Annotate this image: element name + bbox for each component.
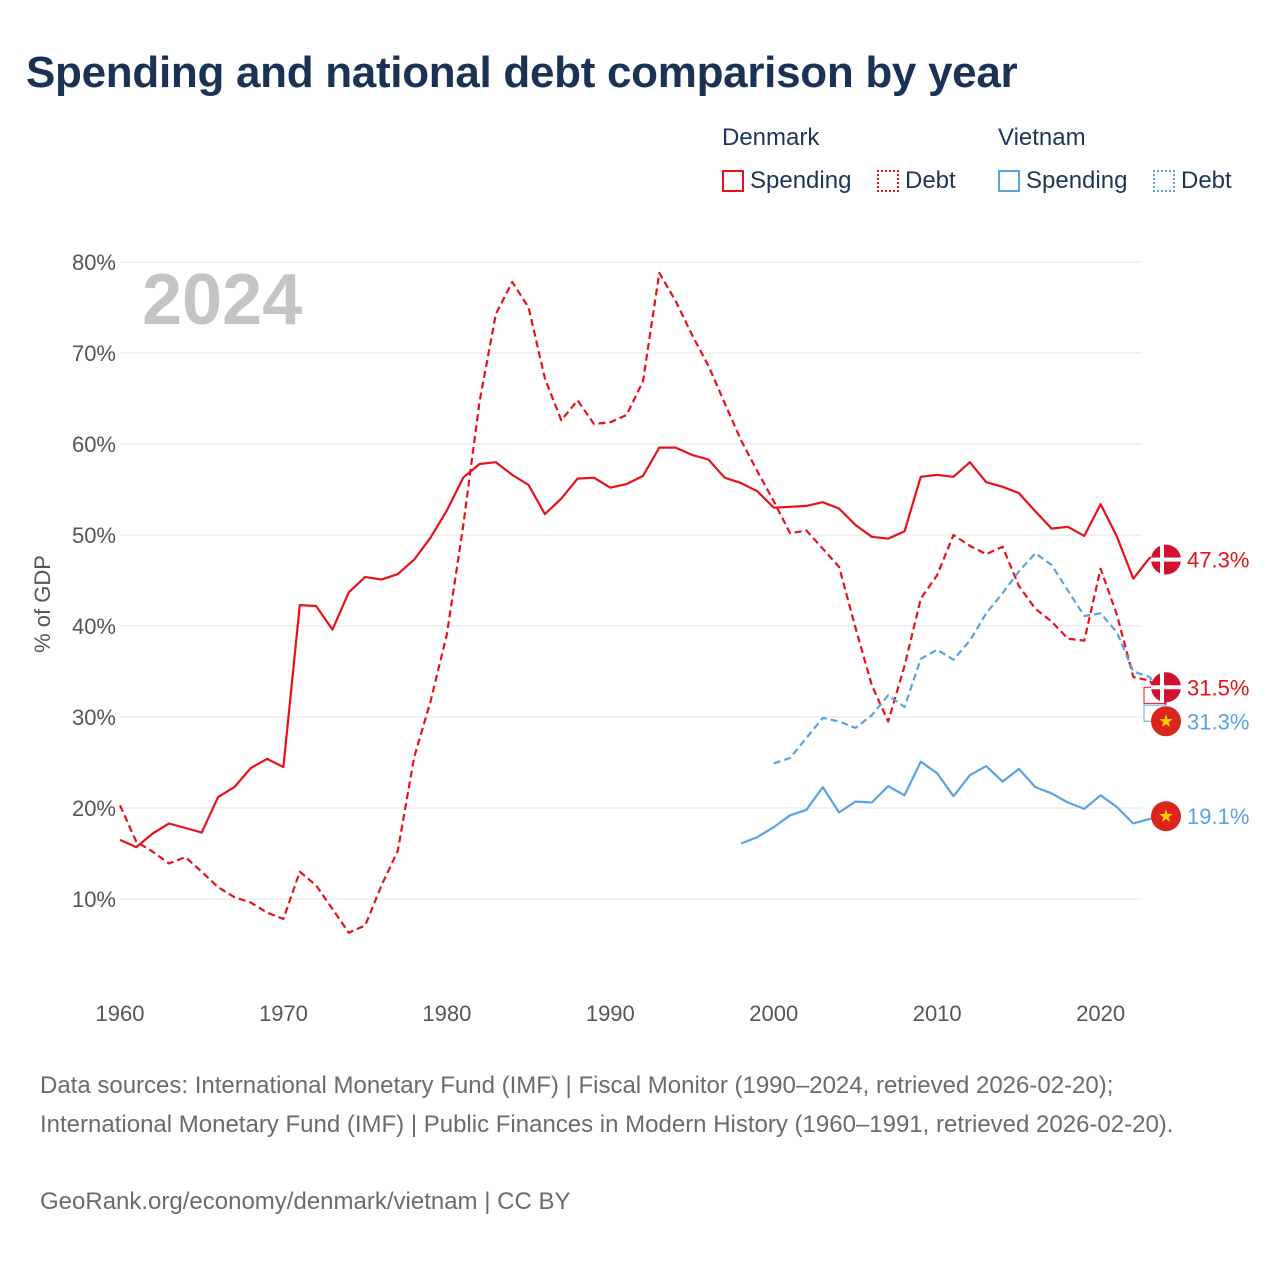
x-tick-label: 1980	[422, 1001, 471, 1026]
y-axis-ticks: 10% 20% 30% 40% 50% 60% 70% 80%	[72, 250, 116, 912]
y-tick-label: 30%	[72, 705, 116, 730]
grid-lines	[120, 261, 1142, 900]
legend-label: Debt	[905, 167, 956, 194]
year-watermark: 2024	[142, 260, 302, 340]
legend-label: Spending	[750, 167, 852, 194]
x-tick-label: 1970	[259, 1001, 308, 1026]
data-sources: Data sources: International Monetary Fun…	[40, 1072, 1174, 1138]
denmark-flag-icon	[1151, 672, 1181, 703]
x-tick-label: 2020	[1076, 1001, 1125, 1026]
legend-item-denmark-debt[interactable]: Debt	[877, 166, 956, 196]
leader-line	[1143, 686, 1166, 704]
denmark-flag-icon	[1151, 544, 1181, 575]
legend-label: Debt	[1181, 167, 1232, 194]
end-value-label: 19.1%	[1187, 804, 1249, 829]
x-tick-label: 2010	[913, 1001, 962, 1026]
x-tick-label: 1990	[586, 1001, 635, 1026]
legend-item-vietnam-spending[interactable]: Spending	[998, 166, 1127, 196]
series-line-denmark-debt	[118, 271, 1167, 934]
legend-item-vietnam-debt[interactable]: Debt	[1153, 166, 1232, 196]
end-label-denmark-spending: 47.3%	[1151, 544, 1249, 575]
y-tick-label: 60%	[72, 432, 116, 457]
legend-item-denmark-spending[interactable]: Spending	[722, 166, 851, 196]
legend-swatch-solid-icon	[722, 170, 744, 192]
y-tick-label: 40%	[72, 614, 116, 639]
legend-swatch-dashed-icon	[877, 170, 899, 192]
end-label-denmark-debt: 31.5%	[1143, 672, 1249, 704]
y-tick-label: 70%	[72, 341, 116, 366]
end-label-vietnam-debt: 31.3%	[1143, 704, 1249, 737]
vietnam-flag-icon	[1151, 801, 1181, 832]
end-value-label: 31.5%	[1187, 675, 1249, 700]
legend-swatch-dashed-icon	[1153, 170, 1175, 192]
page-title: Spending and national debt comparison by…	[26, 48, 1018, 97]
credit-link[interactable]: GeoRank.org/economy/denmark/vietnam | CC…	[40, 1188, 571, 1215]
y-tick-label: 80%	[72, 250, 116, 275]
x-axis-ticks: 1960 1970 1980 1990 2000 2010 2020	[96, 1001, 1126, 1026]
legend-group-denmark: Denmark	[722, 124, 820, 151]
series-line-vietnam-spending	[740, 760, 1167, 845]
line-chart: 2024 10%20%30%40%50%60%70%80% 1960 1970 19…	[30, 250, 1249, 1026]
y-tick-label: 50%	[72, 523, 116, 548]
x-tick-label: 1960	[96, 1001, 145, 1026]
series-line-vietnam-debt	[773, 552, 1167, 765]
end-label-vietnam-spending: 19.1%	[1151, 801, 1249, 832]
end-value-label: 31.3%	[1187, 709, 1249, 734]
legend-label: Spending	[1026, 167, 1128, 194]
series-line-denmark-spending	[119, 446, 1167, 849]
legend-group-vietnam: Vietnam	[998, 124, 1086, 151]
end-labels: 47.3% 31.5% 19.1% 31.3%	[1143, 544, 1249, 832]
end-value-label: 47.3%	[1187, 548, 1249, 573]
y-axis-label: % of GDP	[30, 555, 55, 653]
vietnam-flag-icon	[1151, 706, 1181, 737]
y-tick-label: 20%	[72, 796, 116, 821]
legend-swatch-solid-icon	[998, 170, 1020, 192]
y-tick-label: 10%	[72, 887, 116, 912]
x-tick-label: 2000	[749, 1001, 798, 1026]
leader-line	[1143, 704, 1166, 722]
series-lines	[118, 271, 1167, 934]
